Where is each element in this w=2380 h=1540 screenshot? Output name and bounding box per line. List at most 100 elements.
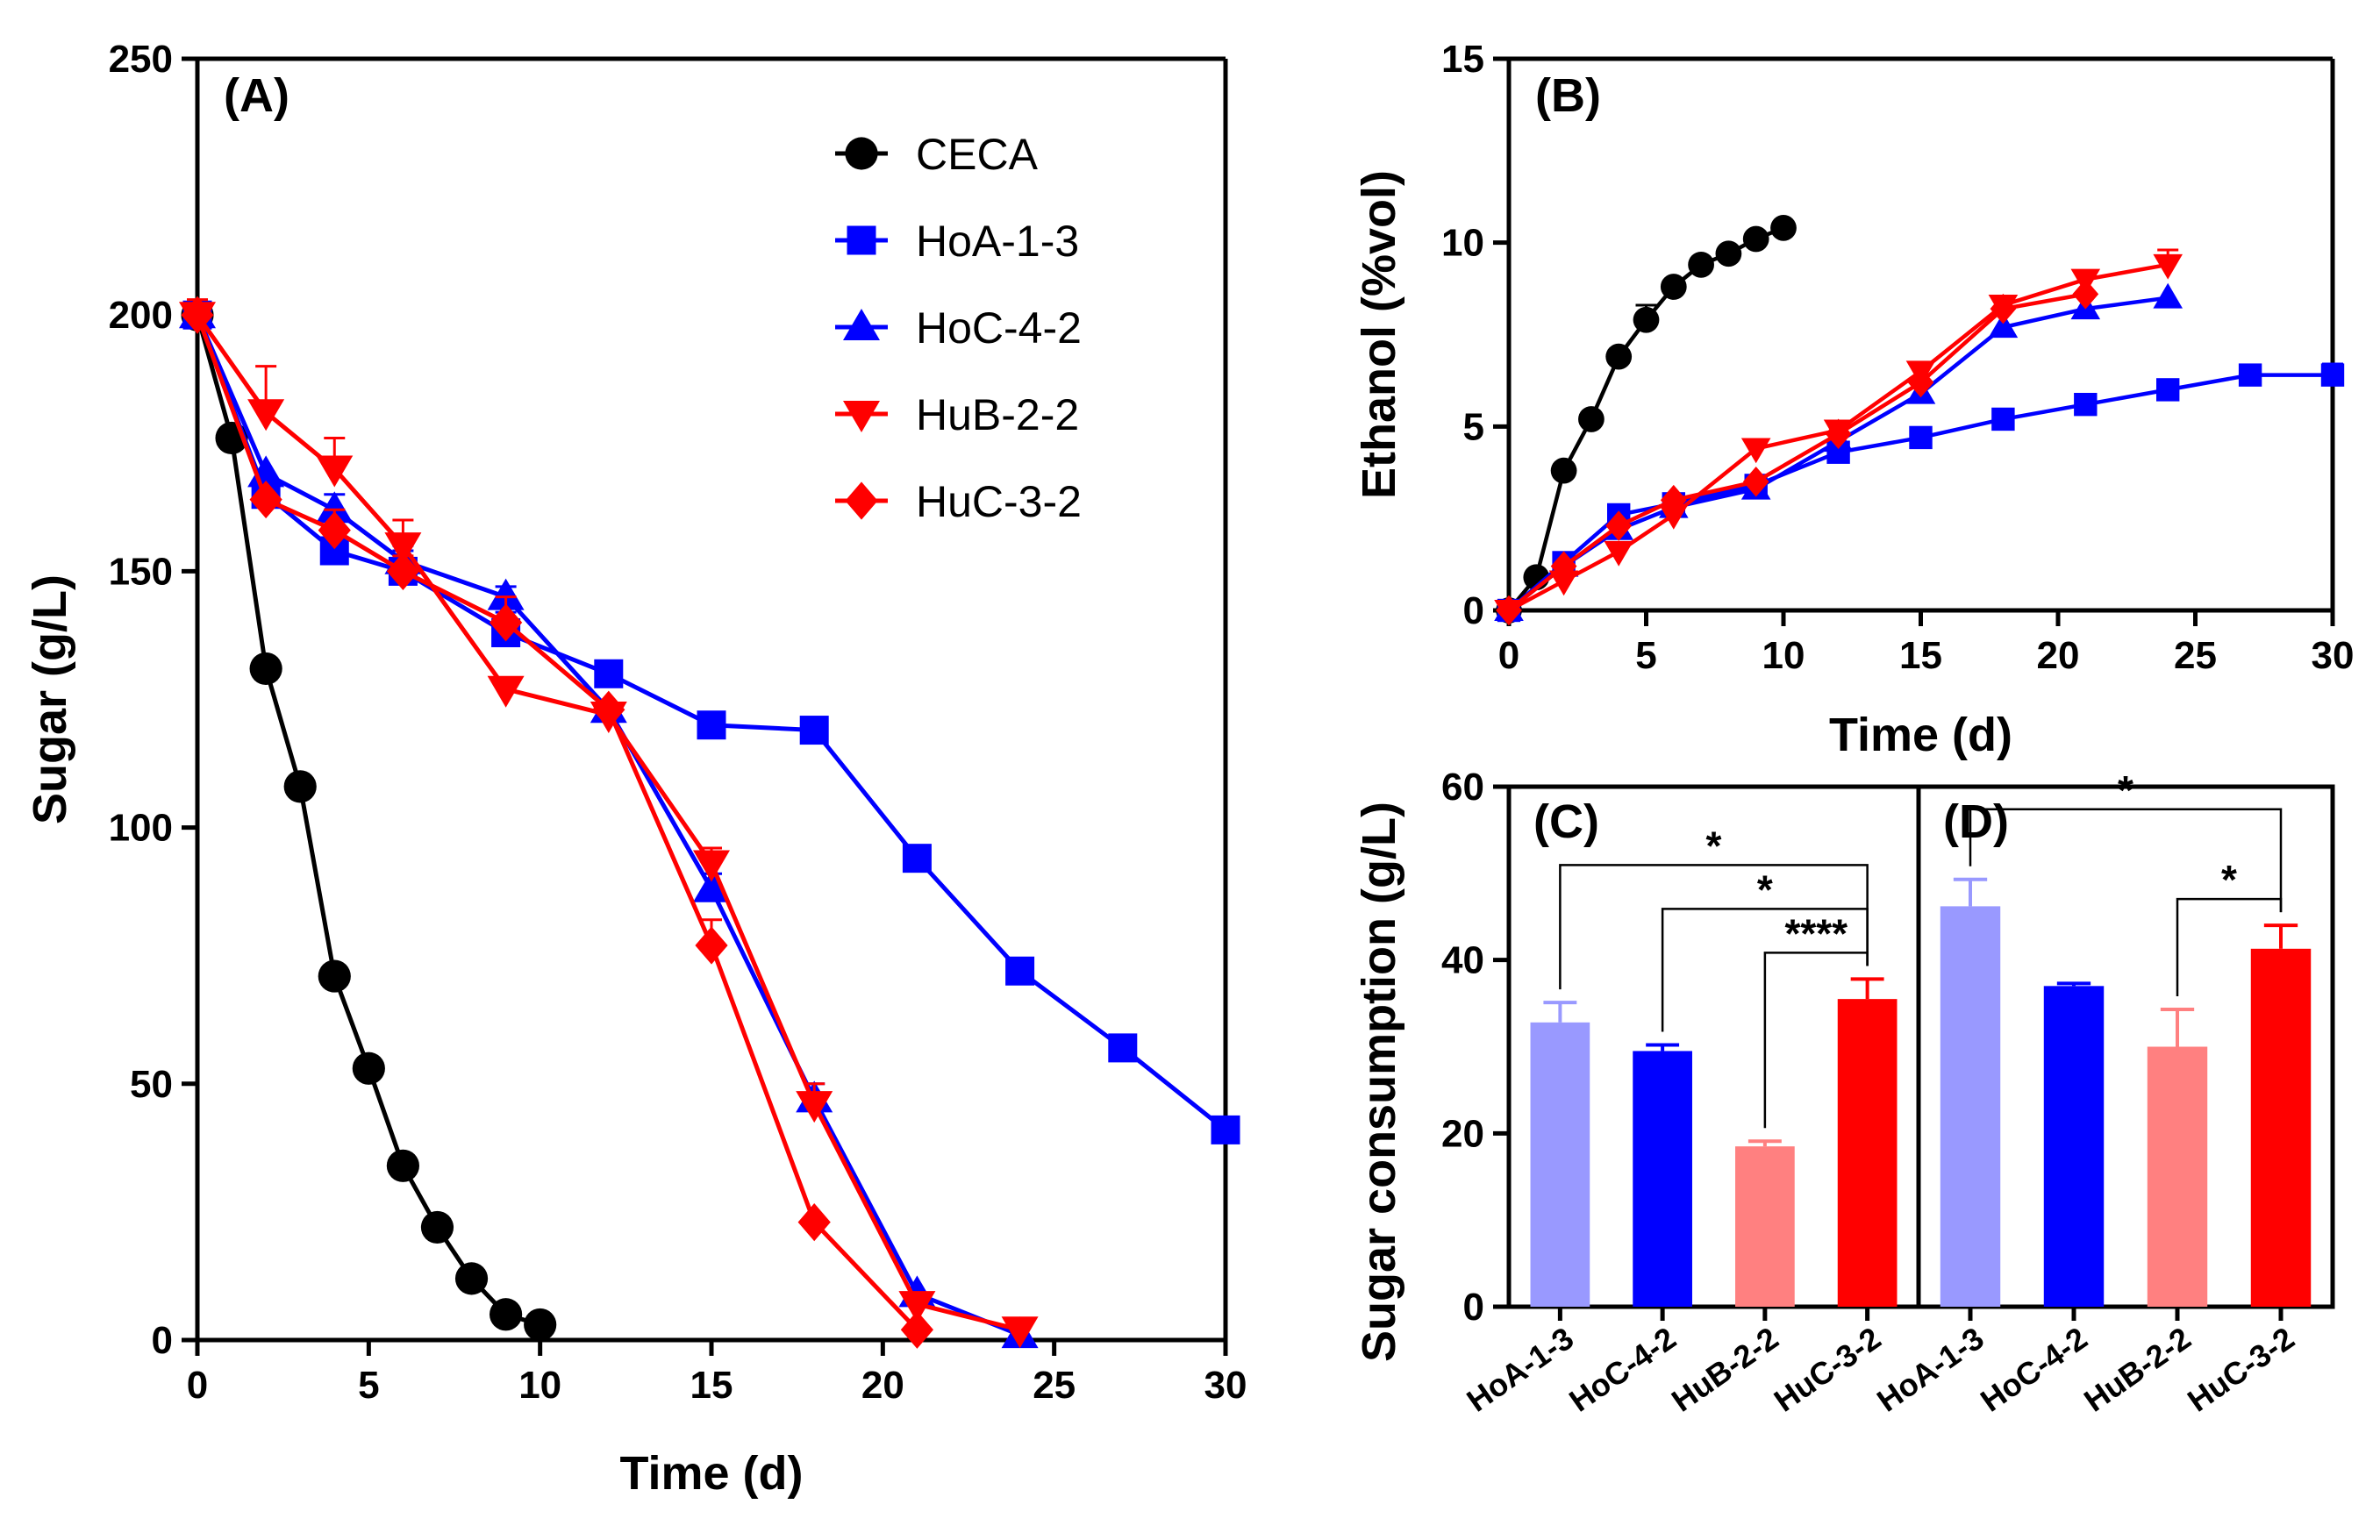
panel-a-y-tick-label: 50: [130, 1063, 173, 1106]
panel-a-y-tick-label: 0: [152, 1319, 173, 1362]
panel-c-bar-HoC-4-2: [1633, 1051, 1692, 1307]
panel-b-x-tick-label: 15: [1899, 634, 1942, 677]
legend-marker: [845, 137, 878, 170]
panel-d-bar-HoC-4-2: [2043, 986, 2105, 1307]
panel-c-significance-label: ****: [1784, 910, 1848, 956]
panel-a-data-point: [487, 578, 525, 610]
panel-a-data-point: [797, 1202, 831, 1242]
panel-a-data-point: [1211, 1115, 1240, 1144]
panel-b-data-point: [1550, 457, 1577, 484]
panel-b-x-tick-label: 20: [2037, 634, 2080, 677]
panel-b-data-point: [2074, 392, 2098, 417]
panel-c-y-tick-label: 40: [1441, 939, 1484, 982]
panel-a-y-tick-label: 250: [109, 38, 173, 81]
panel-c-bar-HuC-3-2: [1837, 999, 1898, 1307]
legend-entry-HuC-3-2: HuC-3-2: [835, 477, 1082, 526]
panel-a-data-point: [695, 926, 728, 965]
panel-b-series-HuC-3-2: [1496, 279, 2099, 626]
panel-d-significance-bracket: [2176, 897, 2283, 996]
panel-b-data-point: [1660, 274, 1687, 300]
panel-b-x-tick-label: 30: [2312, 634, 2355, 677]
legend-marker: [843, 401, 880, 432]
panel-b-y-tick-label: 0: [1463, 589, 1484, 632]
legend-marker: [843, 309, 880, 340]
panel-b-label: (B): [1535, 69, 1601, 122]
panel-c-x-tick-label: HuC-3-2: [1768, 1320, 1888, 1419]
panel-a-x-tick-label: 25: [1033, 1364, 1076, 1407]
panel-a-series-line: [195, 314, 541, 1327]
panel-b-series-line: [1507, 225, 1784, 612]
panel-a-data-point: [247, 399, 285, 431]
panel-c-x-tick-label: HuB-2-2: [1665, 1320, 1785, 1419]
panel-b-y-tick-label: 15: [1441, 38, 1484, 81]
panel-b-data-point: [1548, 570, 1579, 596]
legend-entry-HuB-2-2: HuB-2-2: [835, 390, 1079, 439]
panel-b-data-point: [1825, 418, 1852, 449]
panel-d-x-tick-label: HoC-4-2: [1974, 1320, 2094, 1419]
panel-b-data-point: [1578, 406, 1605, 432]
panel-b-data-point: [2320, 363, 2345, 387]
panel-a-data-point: [352, 1052, 385, 1085]
legend-marker: [845, 481, 878, 520]
panel-b-data-point: [2156, 378, 2180, 402]
panel-a-x-tick-label: 30: [1204, 1364, 1247, 1407]
panel-a-label: (A): [224, 69, 289, 122]
panel-a-data-point: [697, 710, 726, 740]
panel-b-data-point: [1988, 312, 2019, 339]
panel-d-label: (D): [1943, 795, 2009, 848]
panel-b-data-point: [1605, 343, 1633, 370]
panel-a-series-CECA: [181, 298, 557, 1342]
panel-b-series-HuB-2-2: [1494, 248, 2183, 625]
panel-d-significance-label: *: [2221, 857, 2237, 902]
legend-label: HuB-2-2: [916, 390, 1079, 439]
panel-d-bar-HuB-2-2: [2147, 1046, 2208, 1307]
panel-b-x-tick-label: 10: [1762, 634, 1805, 677]
panel-b-series-line: [1507, 262, 2169, 612]
panel-a-data-point: [490, 603, 523, 642]
panel-b-data-point: [2153, 253, 2183, 280]
panel-a-y-axis-title: Sugar (g/L): [24, 574, 76, 824]
panel-b-data-point: [1742, 466, 1769, 497]
panel-b-data-point: [1605, 510, 1633, 541]
panel-b-data-point: [1740, 438, 1771, 464]
panel-d-x-tick-label: HuC-3-2: [2181, 1320, 2301, 1419]
panel-b-data-point: [1991, 407, 2015, 431]
panel-a-data-point: [181, 296, 214, 334]
panel-a-series-HoA-1-3: [182, 300, 1240, 1144]
panel-a-data-point: [420, 1210, 454, 1244]
panel-a-data-point: [318, 511, 351, 550]
panel-a-data-point: [384, 532, 422, 565]
panel-a-x-tick-label: 10: [518, 1364, 561, 1407]
legend-entry-HoC-4-2: HoC-4-2: [835, 303, 1082, 353]
legend-marker: [847, 225, 876, 255]
panel-c-y-tick-label: 60: [1441, 766, 1484, 809]
panel-a-x-tick-label: 5: [358, 1364, 379, 1407]
panel-c-significance-label: *: [1706, 823, 1722, 868]
panel-a-x-tick-label: 0: [187, 1364, 208, 1407]
panel-b-x-tick-label: 5: [1635, 634, 1656, 677]
legend-label: HuC-3-2: [916, 477, 1082, 526]
panel-a-data-point: [693, 870, 730, 902]
panel-d-x-tick-label: HuB-2-2: [2077, 1320, 2198, 1419]
panel-a-y-tick-label: 100: [109, 807, 173, 850]
legend-label: CECA: [916, 130, 1039, 179]
panel-b-y-tick-label: 5: [1463, 405, 1484, 448]
panel-b-x-axis-title: Time (d): [1829, 709, 2012, 761]
panel-b-series-CECA: [1496, 215, 1797, 624]
panel-b-y-axis-title: Ethanol (%vol): [1353, 170, 1405, 499]
panel-a-series-line: [195, 314, 1021, 1337]
panel-b-x-tick-label: 0: [1498, 634, 1519, 677]
panel-d-significance-label: *: [2118, 767, 2133, 813]
panel-b-data-point: [2072, 279, 2099, 310]
panel-a-data-point: [524, 1308, 557, 1342]
panel-b-data-point: [1604, 540, 1633, 567]
panel-d-x-tick-label: HoA-1-3: [1870, 1320, 1990, 1419]
panel-a-data-point: [386, 1149, 419, 1182]
panel-b-data-point: [1907, 367, 1934, 398]
panel-b-data-point: [1770, 215, 1797, 241]
panel-b-x-tick-label: 25: [2174, 634, 2217, 677]
panel-a-y-tick-label: 150: [109, 550, 173, 593]
panel-b-data-point: [1633, 306, 1660, 333]
